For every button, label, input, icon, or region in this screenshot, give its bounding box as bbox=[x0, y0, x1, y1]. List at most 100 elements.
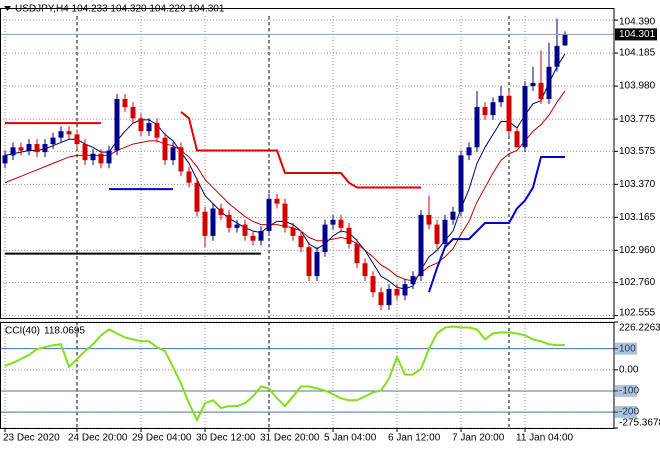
y-tick-label: 102.760 bbox=[619, 277, 656, 288]
x-tick-label: 11 Jan 04:00 bbox=[516, 433, 574, 444]
candle-body bbox=[386, 289, 392, 306]
indicator-line bbox=[5, 111, 421, 189]
candle-body bbox=[354, 243, 360, 264]
x-tick-label: 6 Jan 12:00 bbox=[388, 433, 441, 444]
y-tick-label: 104.390 bbox=[619, 17, 656, 28]
y-tick-label: 102.555 bbox=[619, 308, 656, 319]
panel-frame bbox=[0, 322, 615, 429]
candle-body bbox=[90, 153, 96, 161]
candle-body bbox=[250, 235, 256, 241]
candle-body bbox=[74, 134, 80, 145]
candle-body bbox=[498, 95, 504, 103]
level-marker bbox=[615, 384, 637, 397]
candle-body bbox=[202, 211, 208, 236]
candle-body bbox=[378, 292, 384, 306]
candle-body bbox=[282, 203, 288, 228]
candle-body bbox=[194, 182, 200, 212]
candle-body bbox=[482, 107, 488, 116]
y-tick-label: 103.775 bbox=[619, 114, 656, 125]
y-tick-label: 100 bbox=[619, 343, 636, 354]
candle-body bbox=[346, 227, 352, 244]
candle-body bbox=[306, 247, 312, 277]
candle-body bbox=[530, 82, 536, 87]
last-price-box bbox=[615, 28, 657, 41]
candle-body bbox=[466, 147, 472, 156]
candle-body bbox=[538, 82, 544, 99]
x-tick-label: 29 Dec 04:00 bbox=[132, 433, 192, 444]
candle-body bbox=[234, 224, 240, 228]
indicator-line bbox=[109, 155, 565, 293]
x-tick-label: 5 Jan 04:00 bbox=[324, 433, 377, 444]
y-tick-label: 102.960 bbox=[619, 245, 656, 256]
y-tick-label: -200 bbox=[619, 407, 639, 418]
candle-body bbox=[98, 153, 104, 164]
candle-body bbox=[402, 284, 408, 296]
level-marker bbox=[615, 342, 637, 355]
y-tick-label: 103.370 bbox=[619, 179, 656, 190]
candle-body bbox=[322, 224, 328, 252]
candle-body bbox=[106, 150, 112, 164]
candle-body bbox=[458, 155, 464, 212]
x-tick-label: 30 Dec 12:00 bbox=[196, 433, 256, 444]
candle-body bbox=[146, 123, 152, 132]
candle-body bbox=[314, 251, 320, 277]
candle-body bbox=[154, 123, 160, 138]
chart-title: USDJPY,H4 104.233 104.320 104.229 104.30… bbox=[15, 4, 225, 15]
y-tick-label: 103.980 bbox=[619, 81, 656, 92]
panel-frame bbox=[0, 8, 615, 319]
candle-body bbox=[186, 171, 192, 183]
candle-body bbox=[2, 155, 8, 164]
candle-body bbox=[338, 219, 344, 228]
candle-body bbox=[114, 98, 120, 151]
candle-body bbox=[66, 131, 72, 135]
candle-body bbox=[370, 276, 376, 293]
candle-body bbox=[218, 208, 224, 215]
candle-body bbox=[58, 131, 64, 138]
candle-body bbox=[82, 144, 88, 161]
y-tick-label: -275.3678 bbox=[619, 418, 660, 429]
candle-body bbox=[298, 235, 304, 248]
candle-body bbox=[170, 147, 176, 161]
y-tick-label: 226.2263 bbox=[619, 323, 660, 334]
candle-body bbox=[130, 107, 136, 119]
candle-body bbox=[514, 131, 520, 148]
candle-body bbox=[290, 227, 296, 236]
candle-body bbox=[474, 107, 480, 148]
x-tick-label: 24 Dec 20:00 bbox=[68, 433, 128, 444]
candle-body bbox=[266, 198, 272, 232]
candle-body bbox=[426, 214, 432, 225]
candle-body bbox=[10, 147, 16, 156]
candle-body bbox=[258, 231, 264, 241]
candle-body bbox=[242, 224, 248, 236]
indicator-value: 118.0695 bbox=[44, 326, 85, 337]
candle-body bbox=[522, 86, 528, 148]
candle-body bbox=[434, 224, 440, 244]
candle-body bbox=[26, 144, 32, 151]
candle-body bbox=[394, 289, 400, 296]
y-tick-label: -100 bbox=[619, 386, 639, 397]
candle-body bbox=[226, 214, 232, 228]
candle-body bbox=[274, 198, 280, 204]
candle-body bbox=[410, 276, 416, 285]
candle-body bbox=[450, 211, 456, 220]
cci-line bbox=[4, 325, 566, 423]
candle-body bbox=[42, 144, 48, 153]
y-tick-label: 103.165 bbox=[619, 212, 656, 223]
candle-body bbox=[546, 66, 552, 99]
candle-body bbox=[442, 219, 448, 244]
candle-body bbox=[18, 147, 24, 151]
candle-body bbox=[562, 34, 568, 46]
candle-body bbox=[138, 118, 144, 132]
candle-body bbox=[362, 263, 368, 277]
candle-body bbox=[34, 144, 40, 153]
level-marker bbox=[615, 406, 637, 419]
candle-body bbox=[506, 95, 512, 132]
y-tick-label: 104.185 bbox=[619, 48, 656, 59]
candle-body bbox=[162, 137, 168, 161]
candle-body bbox=[50, 137, 56, 145]
y-tick-label: 103.575 bbox=[619, 146, 656, 157]
candle-body bbox=[490, 102, 496, 116]
candle-body bbox=[418, 214, 424, 277]
candle-body bbox=[330, 219, 336, 225]
